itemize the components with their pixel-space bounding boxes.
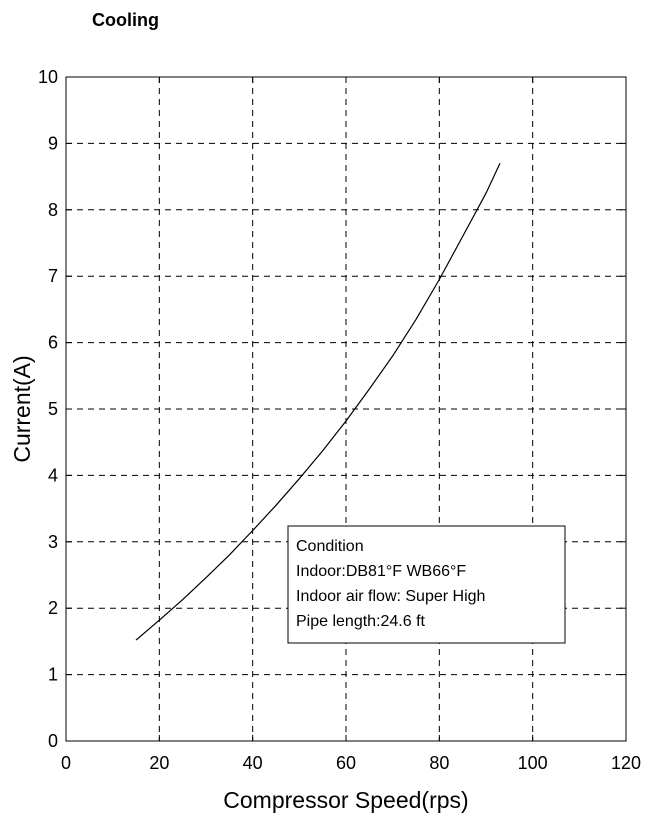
y-tick-label: 10: [38, 67, 58, 87]
y-axis-label: Current(A): [9, 355, 35, 462]
y-tick-label: 5: [48, 399, 58, 419]
current-curve-line: [135, 163, 501, 641]
y-tick-label: 3: [48, 532, 58, 552]
series-layer: [135, 163, 501, 641]
condition-legend-box: Condition Indoor:DB81°F WB66°F Indoor ai…: [287, 525, 566, 644]
legend-frame: [287, 525, 566, 644]
x-tick-label: 20: [149, 753, 169, 773]
legend-line-2: Indoor:DB81°F WB66°F: [296, 563, 466, 580]
x-tick-label: 40: [243, 753, 263, 773]
y-tick-label: 6: [48, 333, 58, 353]
x-tick-label: 0: [61, 753, 71, 773]
chart-title: Cooling: [92, 10, 159, 30]
x-tick-label: 80: [429, 753, 449, 773]
legend-line-4: Pipe length:24.6 ft: [296, 613, 426, 630]
x-tick-label: 120: [611, 753, 641, 773]
y-tick-label: 1: [48, 665, 58, 685]
y-tick-label: 8: [48, 200, 58, 220]
axis-ticks: 0 20 40 60 80 100 120 0 1 2 3 4 5 6 7 8 9 10: [38, 67, 641, 773]
y-tick-label: 4: [48, 465, 58, 485]
y-tick-label: 7: [48, 266, 58, 286]
x-tick-label: 60: [336, 753, 356, 773]
x-axis-label: Compressor Speed(rps): [223, 787, 468, 813]
legend-line-1: Condition: [296, 538, 364, 555]
y-tick-label: 9: [48, 133, 58, 153]
x-tick-label: 100: [518, 753, 548, 773]
y-tick-label: 0: [48, 731, 58, 751]
legend-line-3: Indoor air flow: Super High: [296, 588, 485, 605]
y-tick-label: 2: [48, 598, 58, 618]
